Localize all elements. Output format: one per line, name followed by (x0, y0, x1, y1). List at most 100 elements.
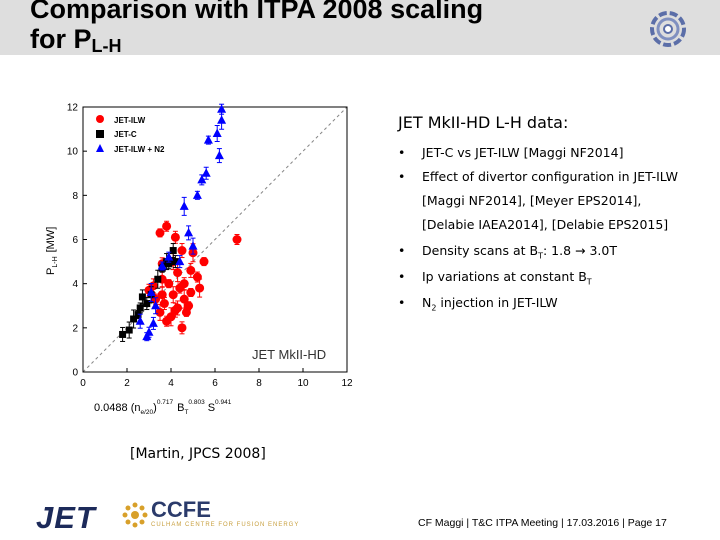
bullet-text-main: N (422, 295, 432, 310)
data-point-jet-ilw (186, 265, 196, 275)
y-tick-label: 2 (72, 323, 78, 334)
slide-footer: CF Maggi | T&C ITPA Meeting | 17.03.2016… (418, 517, 667, 529)
x-axis-label-exp3: 0.941 (215, 399, 232, 406)
data-point-jet-ilw-n2 (157, 261, 167, 270)
legend-marker-jet-ilw-n2 (96, 144, 104, 152)
bullet-text: JET-C vs JET-ILW [Maggi NF2014] (422, 145, 624, 160)
x-tick-label: 10 (297, 378, 309, 389)
data-point-jet-ilw-n2 (151, 300, 161, 310)
data-point-jet-ilw-n2 (197, 174, 207, 184)
data-point-jet-c (130, 315, 138, 323)
x-tick-label: 8 (256, 378, 262, 389)
y-axis-label-unit: [MW] (45, 227, 57, 253)
data-point-jet-c (169, 247, 177, 255)
chart-legend: JET-ILW JET-C JET-ILW + N2 (96, 115, 165, 154)
data-point-jet-ilw (168, 290, 178, 300)
data-point-jet-ilw-n2 (192, 190, 202, 199)
title-line-2: for PL-H (30, 24, 483, 61)
x-tick-label: 12 (341, 378, 353, 389)
bullet-text: Ip variations at constant BT (422, 269, 592, 287)
svg-text:PL-H[MW]: PL-H [MW] (45, 227, 59, 275)
slide-header: Comparison with ITPA 2008 scaling for PL… (0, 0, 720, 56)
title-line-1: Comparison with ITPA 2008 scaling (30, 0, 484, 24)
data-point-jet-c (138, 293, 146, 301)
x-axis-label-exp1: 0.717 (157, 399, 174, 406)
data-point-jet-c (136, 304, 144, 312)
bullet-text-sub: T (538, 251, 543, 261)
y-axis-label-main: P (45, 268, 57, 275)
x-axis-label-mid3: S (208, 402, 215, 414)
data-point-jet-ilw-n2 (175, 256, 185, 266)
data-point-jet-ilw-n2 (217, 115, 227, 124)
organization-logo-icon (650, 11, 686, 47)
x-axis-label-sub2: T (184, 409, 188, 416)
data-point-jet-c (163, 258, 171, 266)
title-line-2-main: for P (30, 24, 92, 54)
data-point-jet-ilw (173, 268, 183, 278)
data-point-jet-ilw (162, 221, 172, 231)
data-point-jet-ilw-n2 (203, 135, 213, 144)
data-point-jet-ilw-n2 (188, 241, 198, 250)
chart-annotation: JET MkII-HD (252, 347, 326, 362)
legend-marker-jet-c (96, 130, 104, 138)
bullet-dot: • (398, 269, 406, 284)
ccfe-logo-text: CCFE (151, 497, 211, 522)
data-point-jet-ilw-n2 (217, 104, 227, 113)
y-axis-label: PL-H [MW] (45, 227, 59, 275)
bullet-text-continuation: [Delabie IAEA2014], [Delabie EPS2015] (422, 217, 669, 232)
ccfe-logo-subtext: CULHAM CENTRE FOR FUSION ENERGY (151, 522, 300, 528)
jet-logo: JET (36, 500, 96, 535)
y-tick-label: 0 (72, 368, 78, 379)
data-point-jet-ilw-n2 (179, 201, 189, 210)
x-tick-label: 6 (212, 378, 218, 389)
data-point-jet-ilw (184, 301, 194, 311)
axis-ticks-group: 0 2 4 6 8 10 12 0 2 4 6 8 10 12 (67, 103, 353, 390)
legend-label-jet-ilw-n2: JET-ILW + N2 (114, 145, 165, 154)
bullet-text-continuation: [Maggi NF2014], [Meyer EPS2014], (422, 193, 642, 208)
bullet-text: Effect of divertor configuration in JET-… (422, 169, 678, 184)
x-axis-label-mid1: ) (153, 402, 157, 414)
x-axis-label-sub1: e/20 (140, 409, 153, 416)
title-line-2-sub: L-H (91, 36, 122, 56)
data-point-jet-c (143, 300, 151, 308)
data-point-jet-ilw (162, 316, 172, 326)
data-point-jet-ilw (170, 305, 180, 315)
bullet-text: Density scans at BT: 1.8 → 3.0T (422, 243, 617, 261)
x-axis-label-mid2: B (177, 402, 184, 414)
x-tick-label: 0 (80, 378, 86, 389)
data-point-jet-ilw (159, 299, 169, 309)
bullet-dot: • (398, 145, 406, 160)
data-point-jet-ilw (155, 307, 165, 317)
data-point-jet-c (119, 330, 127, 338)
y-tick-label: 6 (72, 235, 78, 246)
bullet-text-sub: 2 (431, 303, 437, 313)
data-point-jet-ilw (232, 235, 242, 244)
legend-marker-jet-ilw (96, 115, 104, 123)
data-point-jet-ilw (177, 246, 187, 256)
data-points-group (119, 103, 242, 342)
data-point-jet-ilw-n2 (142, 331, 152, 341)
data-point-jet-ilw (157, 290, 167, 300)
bullet-dot: • (398, 243, 406, 258)
bullet-text-main: Density scans at B (422, 243, 539, 258)
x-tick-label: 2 (124, 378, 130, 389)
legend-label-jet-ilw: JET-ILW (114, 116, 146, 125)
data-point-jet-ilw (175, 283, 185, 293)
data-point-jet-ilw (199, 257, 209, 267)
y-axis-label-sub: L-H (52, 256, 59, 267)
x-axis-label: 0.0488 (ne/20)0.717 BT0.803 S0.941 (94, 399, 232, 416)
data-point-jet-ilw (192, 272, 202, 282)
y-tick-label: 4 (72, 279, 78, 290)
ccfe-logo: CCFE CULHAM CENTRE FOR FUSION ENERGY (120, 497, 298, 534)
data-point-jet-ilw-n2 (148, 318, 158, 327)
bullet-text-tail: : 1.8 → 3.0T (542, 243, 617, 258)
data-point-jet-c (171, 258, 179, 266)
x-tick-label: 4 (168, 378, 174, 389)
data-point-jet-ilw-n2 (212, 128, 222, 137)
data-point-jet-c (125, 326, 133, 334)
data-point-jet-ilw-n2 (184, 227, 194, 237)
data-point-jet-ilw (155, 228, 165, 238)
slide-title: Comparison with ITPA 2008 scaling for PL… (30, 0, 483, 61)
data-point-jet-ilw (186, 288, 196, 297)
